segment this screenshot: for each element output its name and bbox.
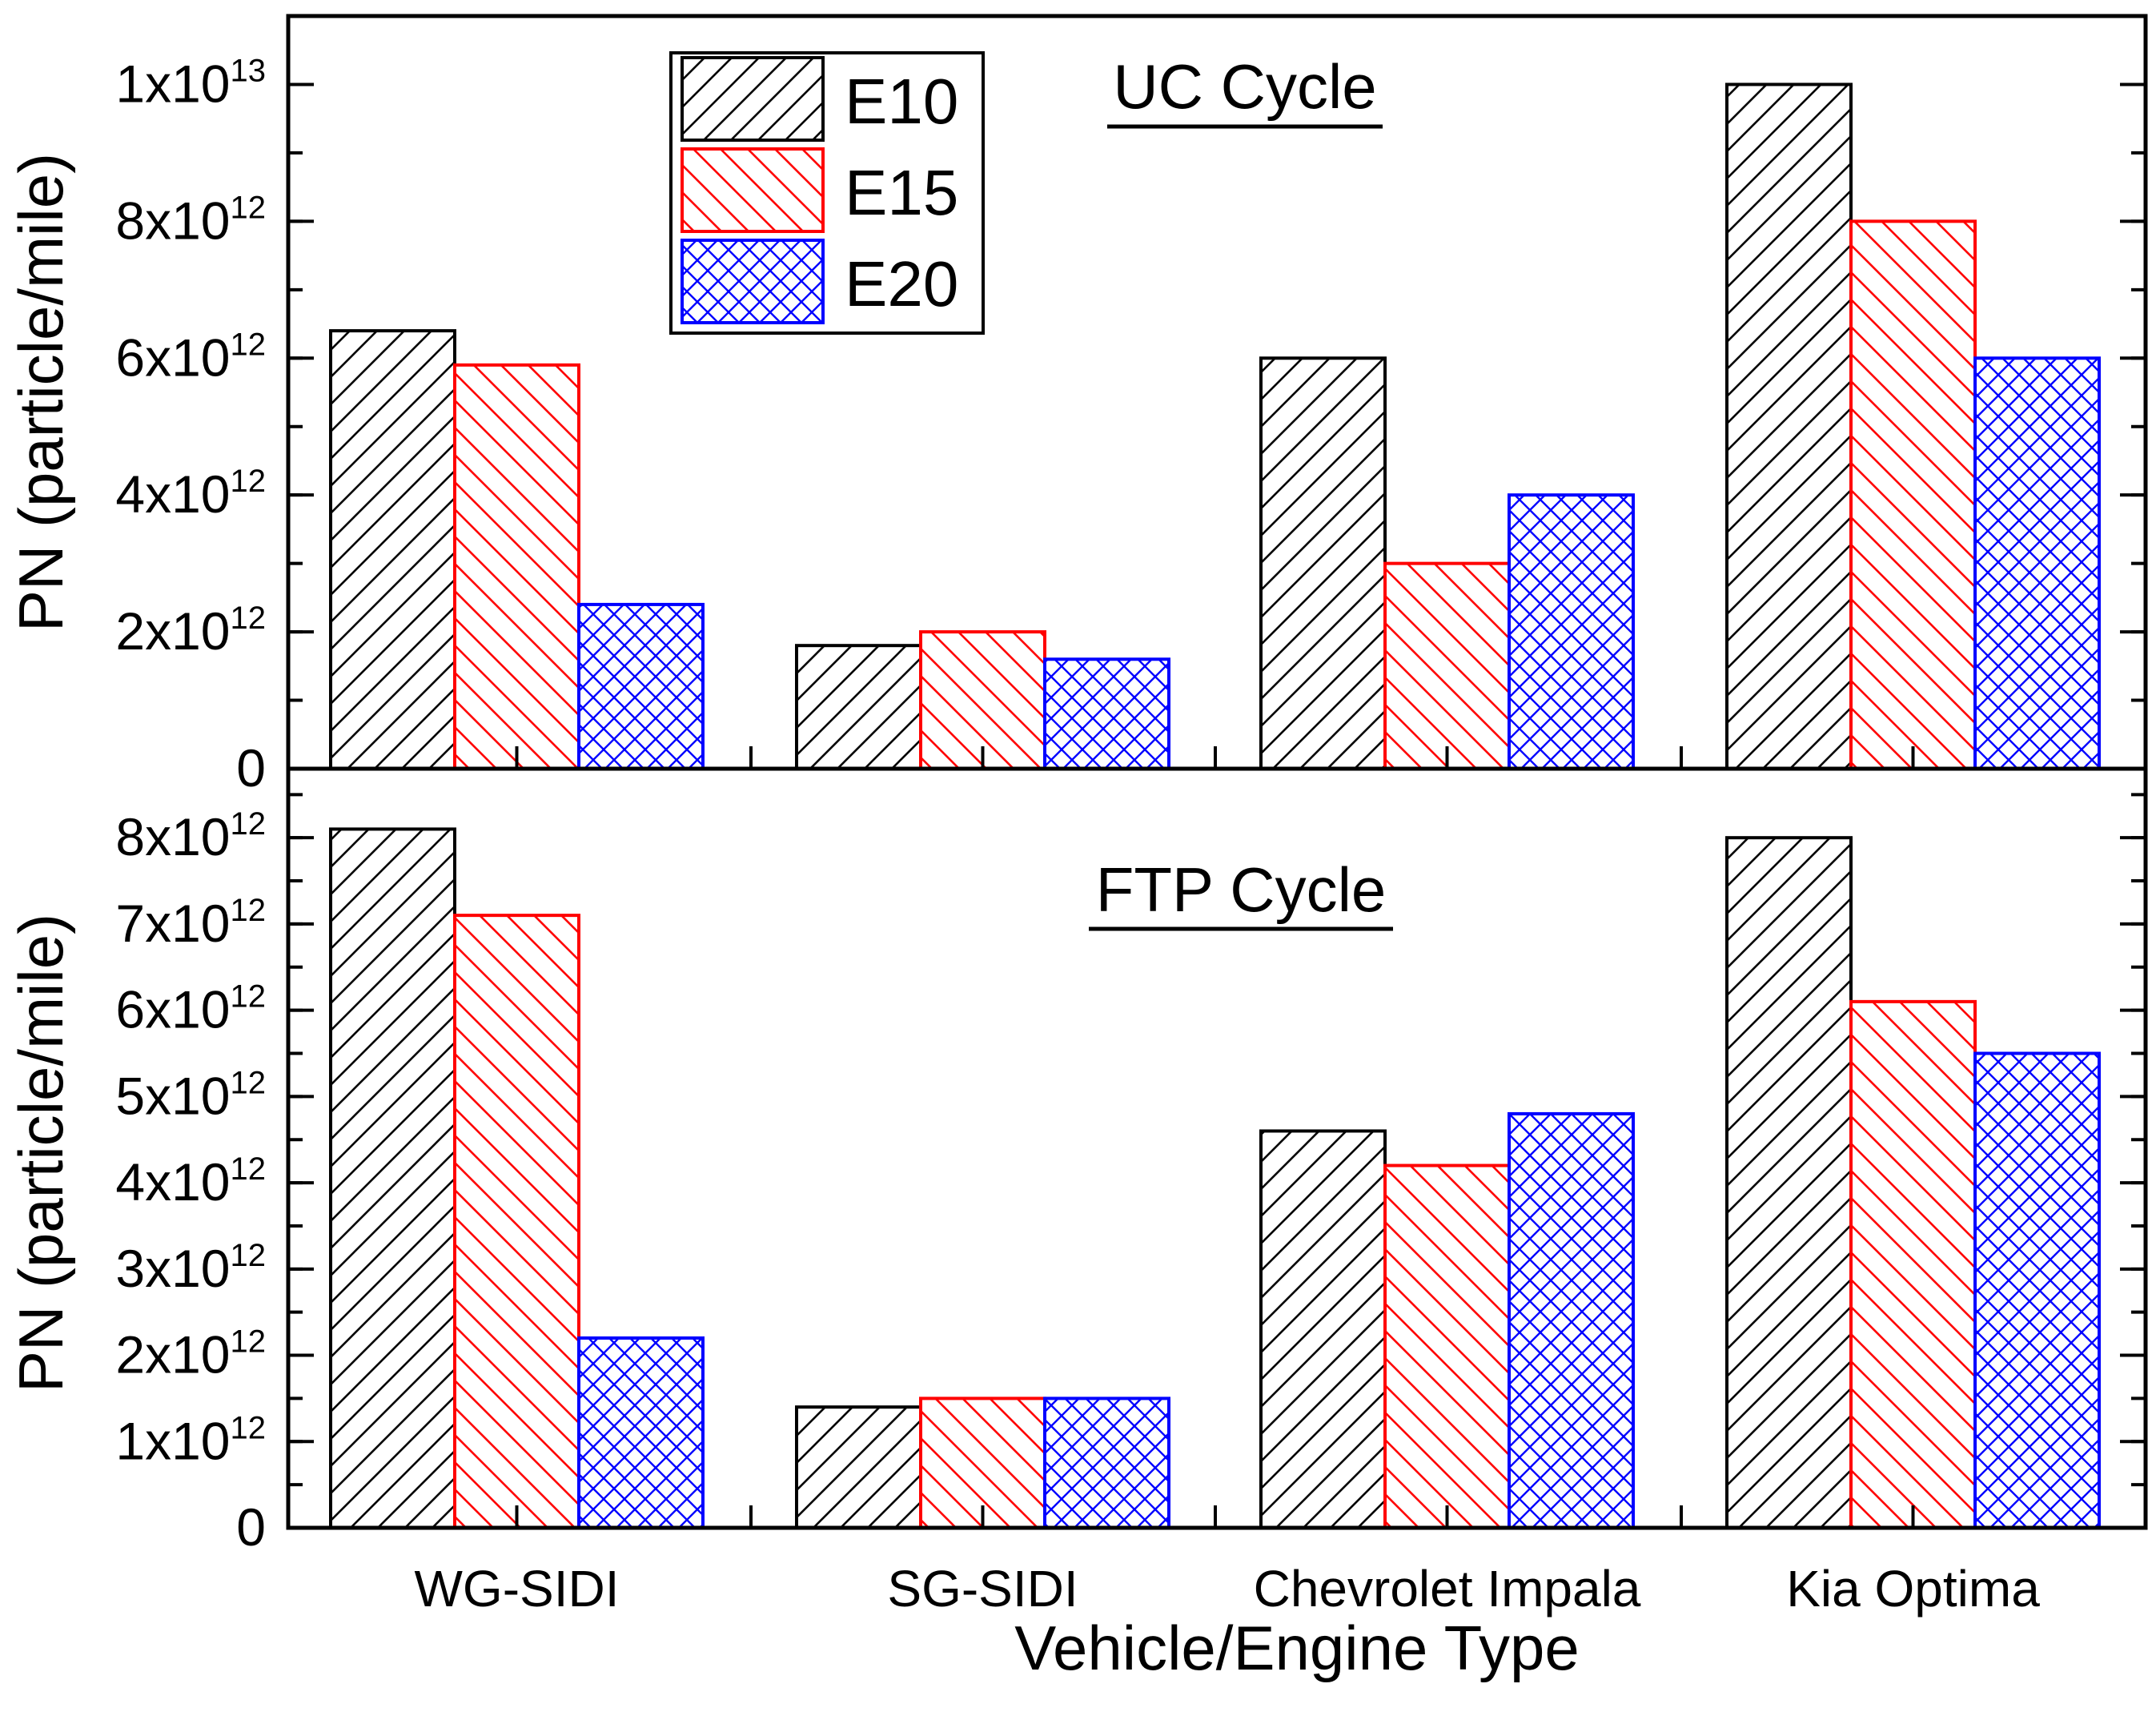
ftp-y-tick-label: 3x1012 — [115, 1238, 266, 1298]
legend-swatch-e20 — [681, 239, 825, 324]
uc-bar-sg-sidi-e15: E15 SG-SIDI: 2000000000000 — [919, 630, 1046, 770]
ftp-y-tick-label: 0 — [236, 1497, 266, 1557]
ftp-y-tick-label: 1x1012 — [115, 1410, 266, 1470]
x-category-label-sg-sidi: SG-SIDI — [887, 1560, 1078, 1617]
uc-bar-kia-optima-e10: E10 Kia Optima: 10000000000000 — [1725, 82, 1853, 771]
legend-label-e10: E10 — [845, 66, 958, 137]
ftp-cycle-title: FTP Cycle — [1096, 854, 1387, 925]
legend: E10 E15 E20 — [669, 51, 985, 335]
ftp-bar-kia-optima-e15: E15 Kia Optima: 6100000000000 — [1849, 999, 1977, 1529]
uc-y-tick-label: 1x1013 — [115, 53, 266, 113]
ftp-y-tick-label: 2x1012 — [115, 1324, 266, 1384]
ftp-bar-sg-sidi-e20: E20 SG-SIDI: 1500000000000 — [1043, 1396, 1170, 1529]
uc-y-tick-label: 4x1012 — [115, 464, 266, 524]
legend-label-e20: E20 — [845, 248, 958, 319]
x-category-label-kia-optima: Kia Optima — [1786, 1560, 2040, 1617]
uc-y-tick-label: 0 — [236, 738, 266, 798]
uc-y-axis-title: PN (particle/mile) — [6, 153, 76, 632]
uc-bar-chevrolet-impala-e10: E10 Chevrolet Impala: 6000000000000 — [1259, 356, 1387, 771]
uc-bar-wg-sidi-e15: E15 WG-SIDI: 5900000000000 — [453, 363, 580, 770]
ftp-bar-wg-sidi-e10: E10 WG-SIDI: 8100000000000 — [329, 827, 456, 1529]
legend-label-e15: E15 — [845, 157, 958, 228]
ftp-bar-sg-sidi-e10: E10 SG-SIDI: 1400000000000 — [795, 1405, 922, 1529]
uc-bar-chevrolet-impala-e15: E15 Chevrolet Impala: 3000000000000 — [1383, 561, 1511, 770]
x-axis-title: Vehicle/Engine Type — [1014, 1613, 1579, 1683]
ftp-bar-chevrolet-impala-e15: E15 Chevrolet Impala: 4200000000000 — [1383, 1163, 1511, 1529]
x-category-label-wg-sidi: WG-SIDI — [415, 1560, 620, 1617]
ftp-y-tick-label: 7x1012 — [115, 893, 266, 953]
ftp-bar-kia-optima-e10: E10 Kia Optima: 8000000000000 — [1725, 836, 1853, 1529]
uc-y-tick-label: 2x1012 — [115, 601, 266, 661]
uc-bar-wg-sidi-e20: E20 WG-SIDI: 2400000000000 — [577, 602, 705, 771]
ftp-bar-kia-optima-e20: E20 Kia Optima: 5500000000000 — [1973, 1051, 2101, 1529]
legend-swatch-e10 — [681, 56, 825, 142]
ftp-bar-wg-sidi-e15: E15 WG-SIDI: 7100000000000 — [453, 914, 580, 1529]
ftp-bar-wg-sidi-e20: E20 WG-SIDI: 2200000000000 — [577, 1336, 705, 1529]
x-category-label-chevrolet-impala: Chevrolet Impala — [1254, 1560, 1641, 1617]
ftp-bar-chevrolet-impala-e10: E10 Chevrolet Impala: 4600000000000 — [1259, 1129, 1387, 1530]
ftp-cycle-panel: E10 WG-SIDI: 8100000000000 E10 SG-SIDI: 1… — [6, 766, 2148, 1683]
ftp-bar-chevrolet-impala-e20: E20 Chevrolet Impala: 4800000000000 — [1508, 1111, 1635, 1529]
uc-bar-sg-sidi-e10: E10 SG-SIDI: 1800000000000 — [795, 644, 922, 770]
ftp-y-tick-label: 5x1012 — [115, 1065, 266, 1125]
legend-swatch-e15 — [681, 147, 825, 233]
uc-y-tick-label: 6x1012 — [115, 327, 266, 387]
ftp-y-axis-title: PN (particle/mile) — [6, 914, 76, 1392]
uc-bar-sg-sidi-e20: E20 SG-SIDI: 1600000000000 — [1043, 657, 1170, 770]
uc-bar-wg-sidi-e10: E10 WG-SIDI: 6400000000000 — [329, 329, 456, 771]
uc-bar-kia-optima-e20: E20 Kia Optima: 6000000000000 — [1973, 356, 2101, 771]
ftp-y-tick-label: 6x1012 — [115, 979, 266, 1039]
ftp-y-tick-label: 4x1012 — [115, 1151, 266, 1212]
uc-y-tick-label: 8x1012 — [115, 190, 266, 250]
ftp-y-tick-label: 8x1012 — [115, 806, 266, 866]
uc-bar-kia-optima-e15: E15 Kia Optima: 8000000000000 — [1849, 219, 1977, 770]
uc-bar-chevrolet-impala-e20: E20 Chevrolet Impala: 4000000000000 — [1508, 493, 1635, 770]
uc-cycle-title: UC Cycle — [1113, 51, 1376, 122]
uc-cycle-panel: E10 WG-SIDI: 6400000000000 E10 SG-SIDI: 1… — [6, 14, 2148, 798]
